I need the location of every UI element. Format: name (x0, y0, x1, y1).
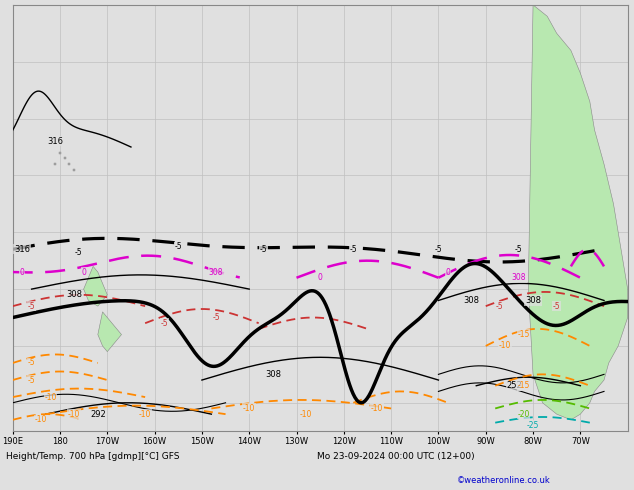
Text: -5: -5 (515, 245, 522, 254)
Polygon shape (528, 5, 628, 420)
Text: -5: -5 (259, 245, 267, 254)
Text: -10: -10 (243, 404, 256, 413)
Text: -5: -5 (174, 242, 182, 251)
Text: 308: 308 (66, 290, 82, 299)
Text: 308: 308 (525, 296, 541, 305)
Text: 292: 292 (90, 410, 106, 418)
Text: 316: 316 (48, 137, 63, 146)
Text: -10: -10 (68, 410, 81, 418)
Text: -5: -5 (553, 302, 560, 311)
Text: -5: -5 (496, 302, 504, 311)
Text: -10: -10 (139, 410, 152, 418)
Text: -20: -20 (517, 410, 530, 418)
Text: -10: -10 (300, 410, 312, 418)
Text: 308: 308 (463, 296, 479, 305)
Text: 308: 308 (512, 273, 526, 282)
Polygon shape (98, 312, 122, 352)
Text: 0: 0 (81, 268, 86, 276)
Text: 308: 308 (209, 268, 223, 276)
Text: -5: -5 (349, 245, 357, 254)
Text: Mo 23-09-2024 00:00 UTC (12+00): Mo 23-09-2024 00:00 UTC (12+00) (317, 452, 475, 461)
Polygon shape (84, 267, 107, 306)
Text: 308: 308 (265, 370, 281, 379)
Text: -5: -5 (75, 247, 82, 257)
Text: -5: -5 (28, 359, 36, 368)
Text: -10: -10 (371, 404, 383, 413)
Text: 316: 316 (14, 245, 30, 254)
Text: ©weatheronline.co.uk: ©weatheronline.co.uk (456, 476, 550, 485)
Text: Height/Temp. 700 hPa [gdmp][°C] GFS: Height/Temp. 700 hPa [gdmp][°C] GFS (6, 452, 180, 461)
Text: -25: -25 (527, 421, 540, 430)
Text: -15: -15 (517, 381, 530, 390)
Text: 0: 0 (20, 268, 25, 276)
Text: -5: -5 (28, 302, 36, 311)
Text: -10: -10 (35, 416, 48, 424)
Text: -15: -15 (517, 330, 530, 339)
Text: 0: 0 (318, 273, 323, 282)
Text: -5: -5 (212, 313, 220, 322)
Text: -10: -10 (44, 392, 56, 402)
Text: -5: -5 (28, 375, 36, 385)
Text: 0: 0 (446, 268, 450, 276)
Text: -5: -5 (435, 245, 443, 254)
Text: 252: 252 (507, 381, 522, 390)
Text: -5: -5 (160, 318, 168, 328)
Text: -10: -10 (498, 342, 511, 350)
